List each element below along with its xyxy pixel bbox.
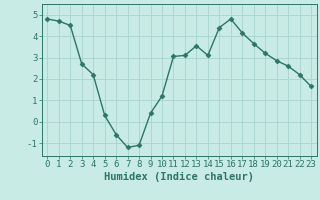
X-axis label: Humidex (Indice chaleur): Humidex (Indice chaleur) xyxy=(104,172,254,182)
